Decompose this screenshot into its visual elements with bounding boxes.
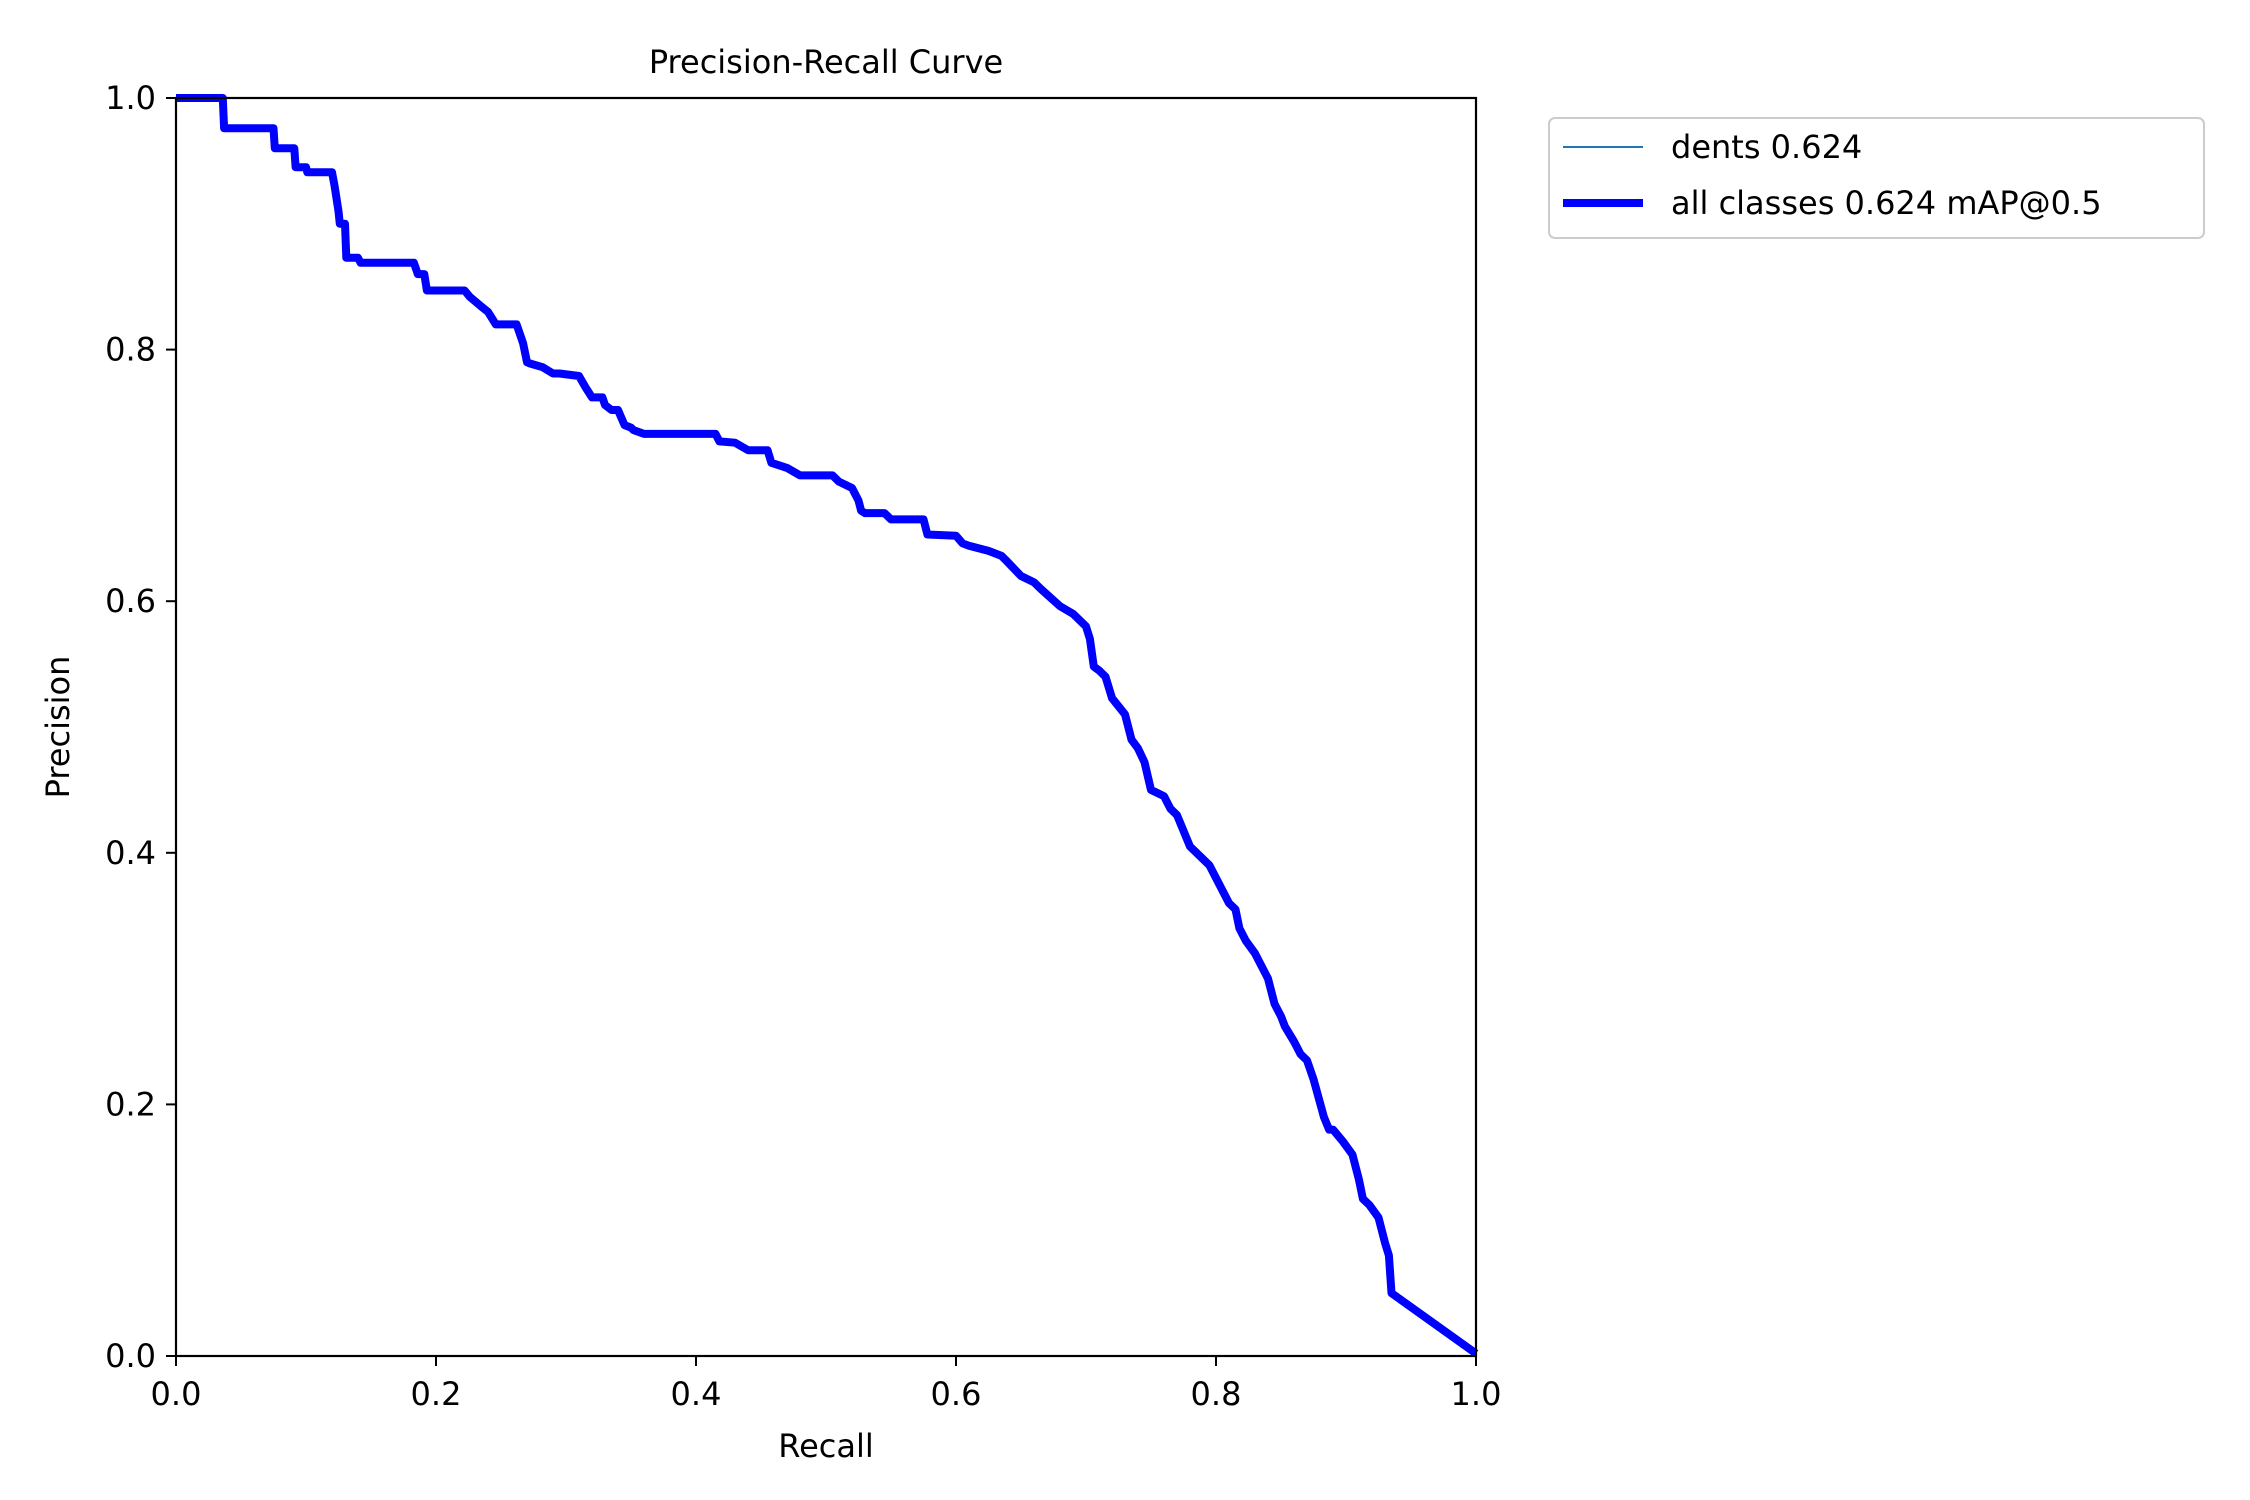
y-axis: 0.0 0.2 0.4 0.6 0.8 1.0 [105, 79, 176, 1375]
y-tick-label: 0.8 [105, 331, 156, 369]
x-tick-label: 0.4 [671, 1375, 722, 1413]
chart-title: Precision-Recall Curve [649, 43, 1003, 81]
y-tick-label: 0.4 [105, 834, 156, 872]
legend-label-dents: dents 0.624 [1671, 128, 1862, 166]
x-tick-label: 0.2 [411, 1375, 462, 1413]
series-layer [176, 94, 1479, 1357]
y-tick-label: 0.0 [105, 1337, 156, 1375]
y-tick-label: 0.2 [105, 1085, 156, 1123]
x-tick-label: 0.0 [151, 1375, 202, 1413]
x-axis: 0.0 0.2 0.4 0.6 0.8 1.0 [151, 1356, 1502, 1413]
plot-frame [174, 96, 1478, 1358]
x-tick-label: 0.6 [931, 1375, 982, 1413]
legend-frame [1548, 117, 2205, 239]
x-axis-label: Recall [778, 1427, 873, 1465]
x-tick-label: 1.0 [1451, 1375, 1502, 1413]
y-tick-label: 1.0 [105, 79, 156, 117]
legend: dents 0.624 all classes 0.624 mAP@0.5 [1548, 117, 2205, 239]
x-tick-label: 0.8 [1191, 1375, 1242, 1413]
y-axis-label: Precision [39, 656, 77, 799]
y-tick-label: 0.6 [105, 582, 156, 620]
legend-label-all-classes: all classes 0.624 mAP@0.5 [1671, 184, 2102, 222]
series-line-1 [176, 94, 1479, 1357]
